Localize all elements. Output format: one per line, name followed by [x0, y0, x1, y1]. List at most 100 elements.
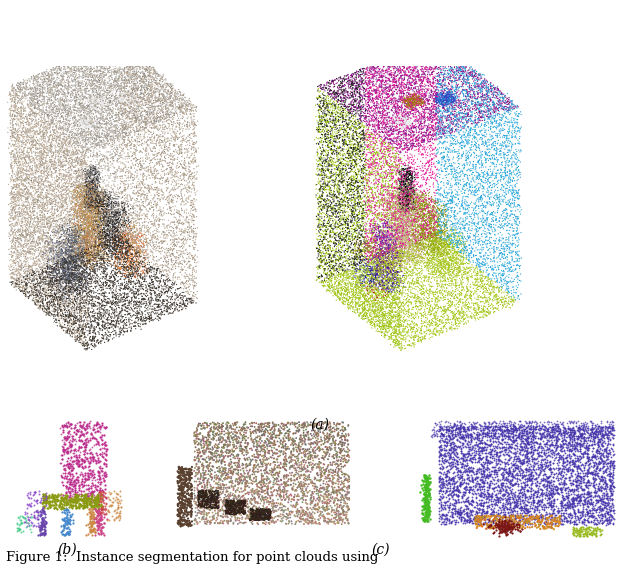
Point — [581, 425, 591, 434]
Point — [41, 157, 51, 166]
Point — [369, 243, 379, 252]
Point — [566, 443, 577, 453]
Point — [420, 494, 430, 503]
Point — [83, 111, 93, 120]
Point — [123, 97, 133, 107]
Point — [87, 227, 97, 236]
Point — [396, 224, 406, 233]
Point — [264, 475, 274, 484]
Point — [54, 156, 65, 165]
Point — [362, 203, 372, 212]
Point — [351, 239, 362, 249]
Point — [100, 51, 110, 60]
Point — [341, 137, 351, 146]
Point — [367, 207, 378, 217]
Point — [403, 211, 413, 221]
Point — [595, 502, 605, 511]
Point — [62, 448, 72, 457]
Point — [122, 254, 132, 263]
Point — [150, 102, 161, 111]
Point — [122, 213, 132, 222]
Point — [54, 90, 64, 99]
Point — [526, 471, 536, 481]
Point — [113, 268, 123, 277]
Point — [353, 187, 363, 196]
Point — [65, 257, 75, 266]
Point — [116, 201, 127, 210]
Point — [394, 117, 404, 127]
Point — [358, 129, 369, 138]
Point — [143, 245, 153, 254]
Point — [62, 147, 72, 156]
Point — [56, 275, 67, 284]
Point — [395, 321, 405, 330]
Point — [523, 475, 533, 484]
Point — [57, 274, 67, 283]
Point — [10, 270, 20, 279]
Point — [394, 337, 404, 346]
Point — [19, 169, 29, 178]
Point — [102, 217, 112, 226]
Point — [52, 123, 62, 132]
Point — [96, 281, 106, 290]
Point — [402, 231, 412, 240]
Point — [470, 225, 480, 234]
Point — [428, 83, 438, 92]
Point — [382, 210, 392, 219]
Point — [23, 144, 33, 153]
Point — [120, 267, 131, 276]
Point — [330, 249, 340, 258]
Point — [331, 161, 341, 170]
Point — [406, 102, 416, 111]
Point — [321, 211, 332, 220]
Point — [115, 507, 125, 516]
Point — [172, 223, 182, 232]
Point — [527, 454, 537, 463]
Point — [116, 103, 126, 112]
Point — [65, 91, 76, 100]
Point — [77, 124, 88, 133]
Point — [45, 274, 56, 283]
Point — [371, 79, 381, 88]
Point — [386, 116, 396, 125]
Point — [423, 231, 433, 240]
Point — [109, 207, 119, 217]
Point — [44, 119, 54, 128]
Point — [128, 63, 138, 72]
Point — [297, 481, 307, 490]
Point — [424, 59, 435, 68]
Point — [10, 137, 20, 146]
Point — [184, 221, 195, 230]
Point — [20, 252, 31, 261]
Point — [96, 238, 106, 247]
Point — [82, 196, 92, 205]
Point — [392, 113, 402, 123]
Point — [51, 190, 61, 199]
Point — [38, 299, 49, 308]
Point — [381, 276, 392, 286]
Point — [439, 186, 449, 196]
Point — [406, 92, 416, 101]
Point — [356, 237, 366, 246]
Point — [493, 521, 504, 530]
Point — [476, 469, 486, 478]
Point — [76, 85, 86, 94]
Point — [419, 220, 429, 229]
Point — [61, 290, 72, 299]
Point — [394, 182, 404, 192]
Point — [564, 431, 575, 441]
Point — [480, 303, 490, 312]
Point — [23, 230, 33, 239]
Point — [36, 82, 46, 91]
Point — [344, 93, 355, 103]
Point — [408, 51, 419, 60]
Point — [332, 118, 342, 127]
Point — [120, 203, 131, 212]
Point — [38, 222, 48, 231]
Point — [89, 333, 99, 342]
Point — [420, 309, 431, 318]
Point — [60, 247, 70, 256]
Point — [113, 76, 123, 85]
Point — [119, 105, 129, 114]
Point — [401, 166, 412, 175]
